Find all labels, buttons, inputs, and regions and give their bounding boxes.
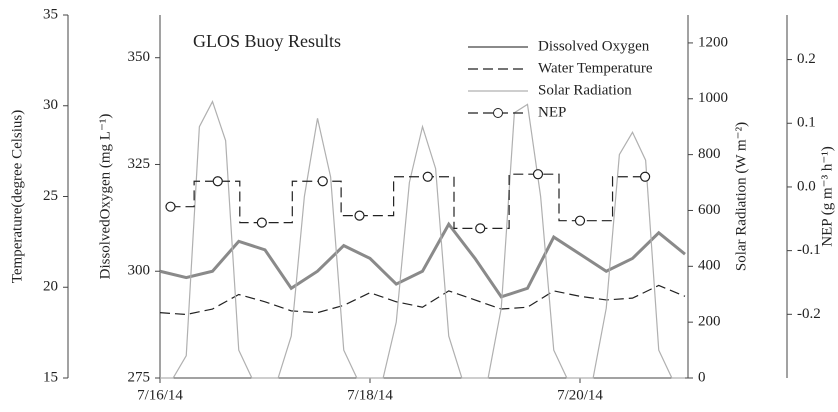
series-line — [170, 173, 646, 229]
legend-label: Water Temperature — [538, 60, 653, 76]
y4-tick-label: -0.1 — [797, 242, 821, 258]
y2-tick-label: 0 — [698, 369, 706, 385]
y4-tick-label: 0.0 — [797, 178, 816, 194]
marker — [212, 176, 223, 187]
y-axis-title: DissolvedOxygen (mg L⁻¹) — [97, 114, 113, 280]
y-tick-label: 275 — [128, 369, 151, 385]
x-tick-label: 7/18/14 — [347, 387, 393, 403]
marker — [317, 176, 328, 187]
y-tick-label: 350 — [128, 49, 151, 65]
y4-tick-label: 0.1 — [797, 115, 816, 131]
marker — [475, 223, 486, 234]
marker — [532, 169, 544, 180]
marker — [354, 210, 365, 221]
series-line — [159, 221, 686, 299]
y3-tick-label: 20 — [43, 279, 58, 295]
series-line — [160, 100, 685, 379]
y-tick-label: 325 — [128, 156, 151, 172]
chart-title: GLOS Buoy Results — [193, 31, 341, 51]
y4-tick-label: 0.2 — [797, 51, 816, 67]
y3-tick-label: 30 — [43, 97, 58, 113]
y2-tick-label: 600 — [698, 202, 721, 218]
y3-tick-label: 25 — [43, 188, 58, 204]
y3-tick-label: 35 — [43, 6, 58, 22]
y2-tick-label: 200 — [698, 314, 721, 330]
series-line — [159, 284, 686, 316]
y2-axis-title: Solar Radiation (W m⁻²) — [733, 122, 749, 271]
y3-tick-label: 15 — [43, 369, 58, 385]
y2-tick-label: 800 — [698, 146, 721, 162]
marker — [256, 217, 267, 228]
marker — [639, 171, 651, 182]
y-tick-label: 300 — [128, 263, 151, 279]
legend-label: Dissolved Oxygen — [538, 38, 650, 54]
y4-axis-title: NEP (g m⁻³ h⁻¹) — [819, 146, 835, 247]
y2-tick-label: 1200 — [698, 34, 728, 50]
y3-axis-title: Temperature(degree Celsius) — [9, 110, 25, 283]
x-tick-label: 7/20/14 — [557, 387, 603, 403]
y4-tick-label: -0.2 — [797, 306, 821, 322]
legend-label: Solar Radiation — [538, 82, 632, 98]
y2-tick-label: 1000 — [698, 90, 728, 106]
legend-label: NEP — [538, 104, 566, 120]
x-tick-label: 7/16/14 — [137, 387, 183, 403]
marker — [165, 201, 176, 212]
legend-marker — [493, 108, 503, 118]
marker — [574, 215, 586, 226]
y2-tick-label: 400 — [698, 258, 721, 274]
marker — [422, 171, 433, 182]
